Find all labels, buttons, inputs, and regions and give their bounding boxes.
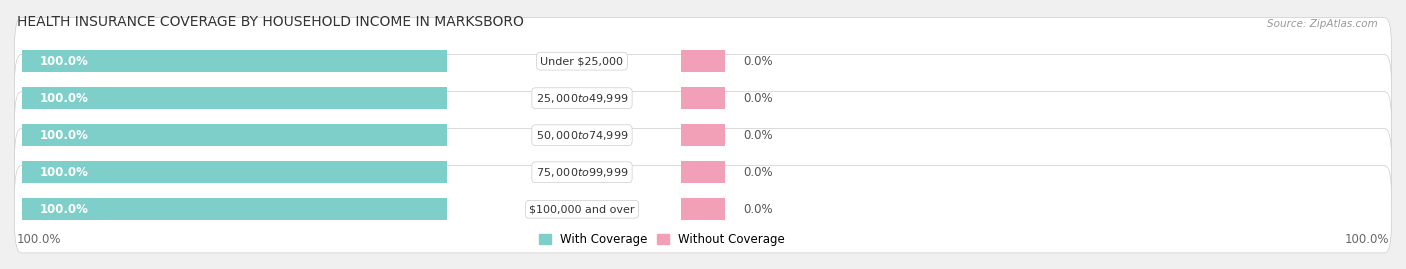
Legend: With Coverage, Without Coverage: With Coverage, Without Coverage [534, 228, 790, 251]
FancyBboxPatch shape [14, 165, 1392, 253]
Bar [21, 125, 447, 146]
Bar [681, 50, 725, 72]
FancyBboxPatch shape [14, 17, 1392, 105]
Text: 0.0%: 0.0% [744, 203, 773, 216]
Text: 100.0%: 100.0% [17, 233, 62, 246]
Text: $25,000 to $49,999: $25,000 to $49,999 [536, 92, 628, 105]
Text: 0.0%: 0.0% [744, 129, 773, 142]
Text: $100,000 and over: $100,000 and over [529, 204, 634, 214]
Text: 100.0%: 100.0% [39, 166, 89, 179]
Text: Source: ZipAtlas.com: Source: ZipAtlas.com [1267, 19, 1378, 29]
FancyBboxPatch shape [14, 91, 1392, 179]
Bar [21, 50, 447, 72]
FancyBboxPatch shape [14, 55, 1392, 142]
Bar [681, 161, 725, 183]
FancyBboxPatch shape [14, 129, 1392, 216]
Bar [681, 125, 725, 146]
Text: HEALTH INSURANCE COVERAGE BY HOUSEHOLD INCOME IN MARKSBORO: HEALTH INSURANCE COVERAGE BY HOUSEHOLD I… [17, 15, 524, 29]
Text: Under $25,000: Under $25,000 [540, 56, 623, 66]
Text: 0.0%: 0.0% [744, 92, 773, 105]
Bar [681, 87, 725, 109]
Text: $50,000 to $74,999: $50,000 to $74,999 [536, 129, 628, 142]
Text: $75,000 to $99,999: $75,000 to $99,999 [536, 166, 628, 179]
Text: 100.0%: 100.0% [39, 55, 89, 68]
Text: 100.0%: 100.0% [1344, 233, 1389, 246]
Text: 100.0%: 100.0% [39, 129, 89, 142]
Bar [681, 199, 725, 220]
Text: 0.0%: 0.0% [744, 55, 773, 68]
Text: 0.0%: 0.0% [744, 166, 773, 179]
Bar [21, 87, 447, 109]
Text: 100.0%: 100.0% [39, 203, 89, 216]
Text: 100.0%: 100.0% [39, 92, 89, 105]
Bar [21, 199, 447, 220]
Bar [21, 161, 447, 183]
